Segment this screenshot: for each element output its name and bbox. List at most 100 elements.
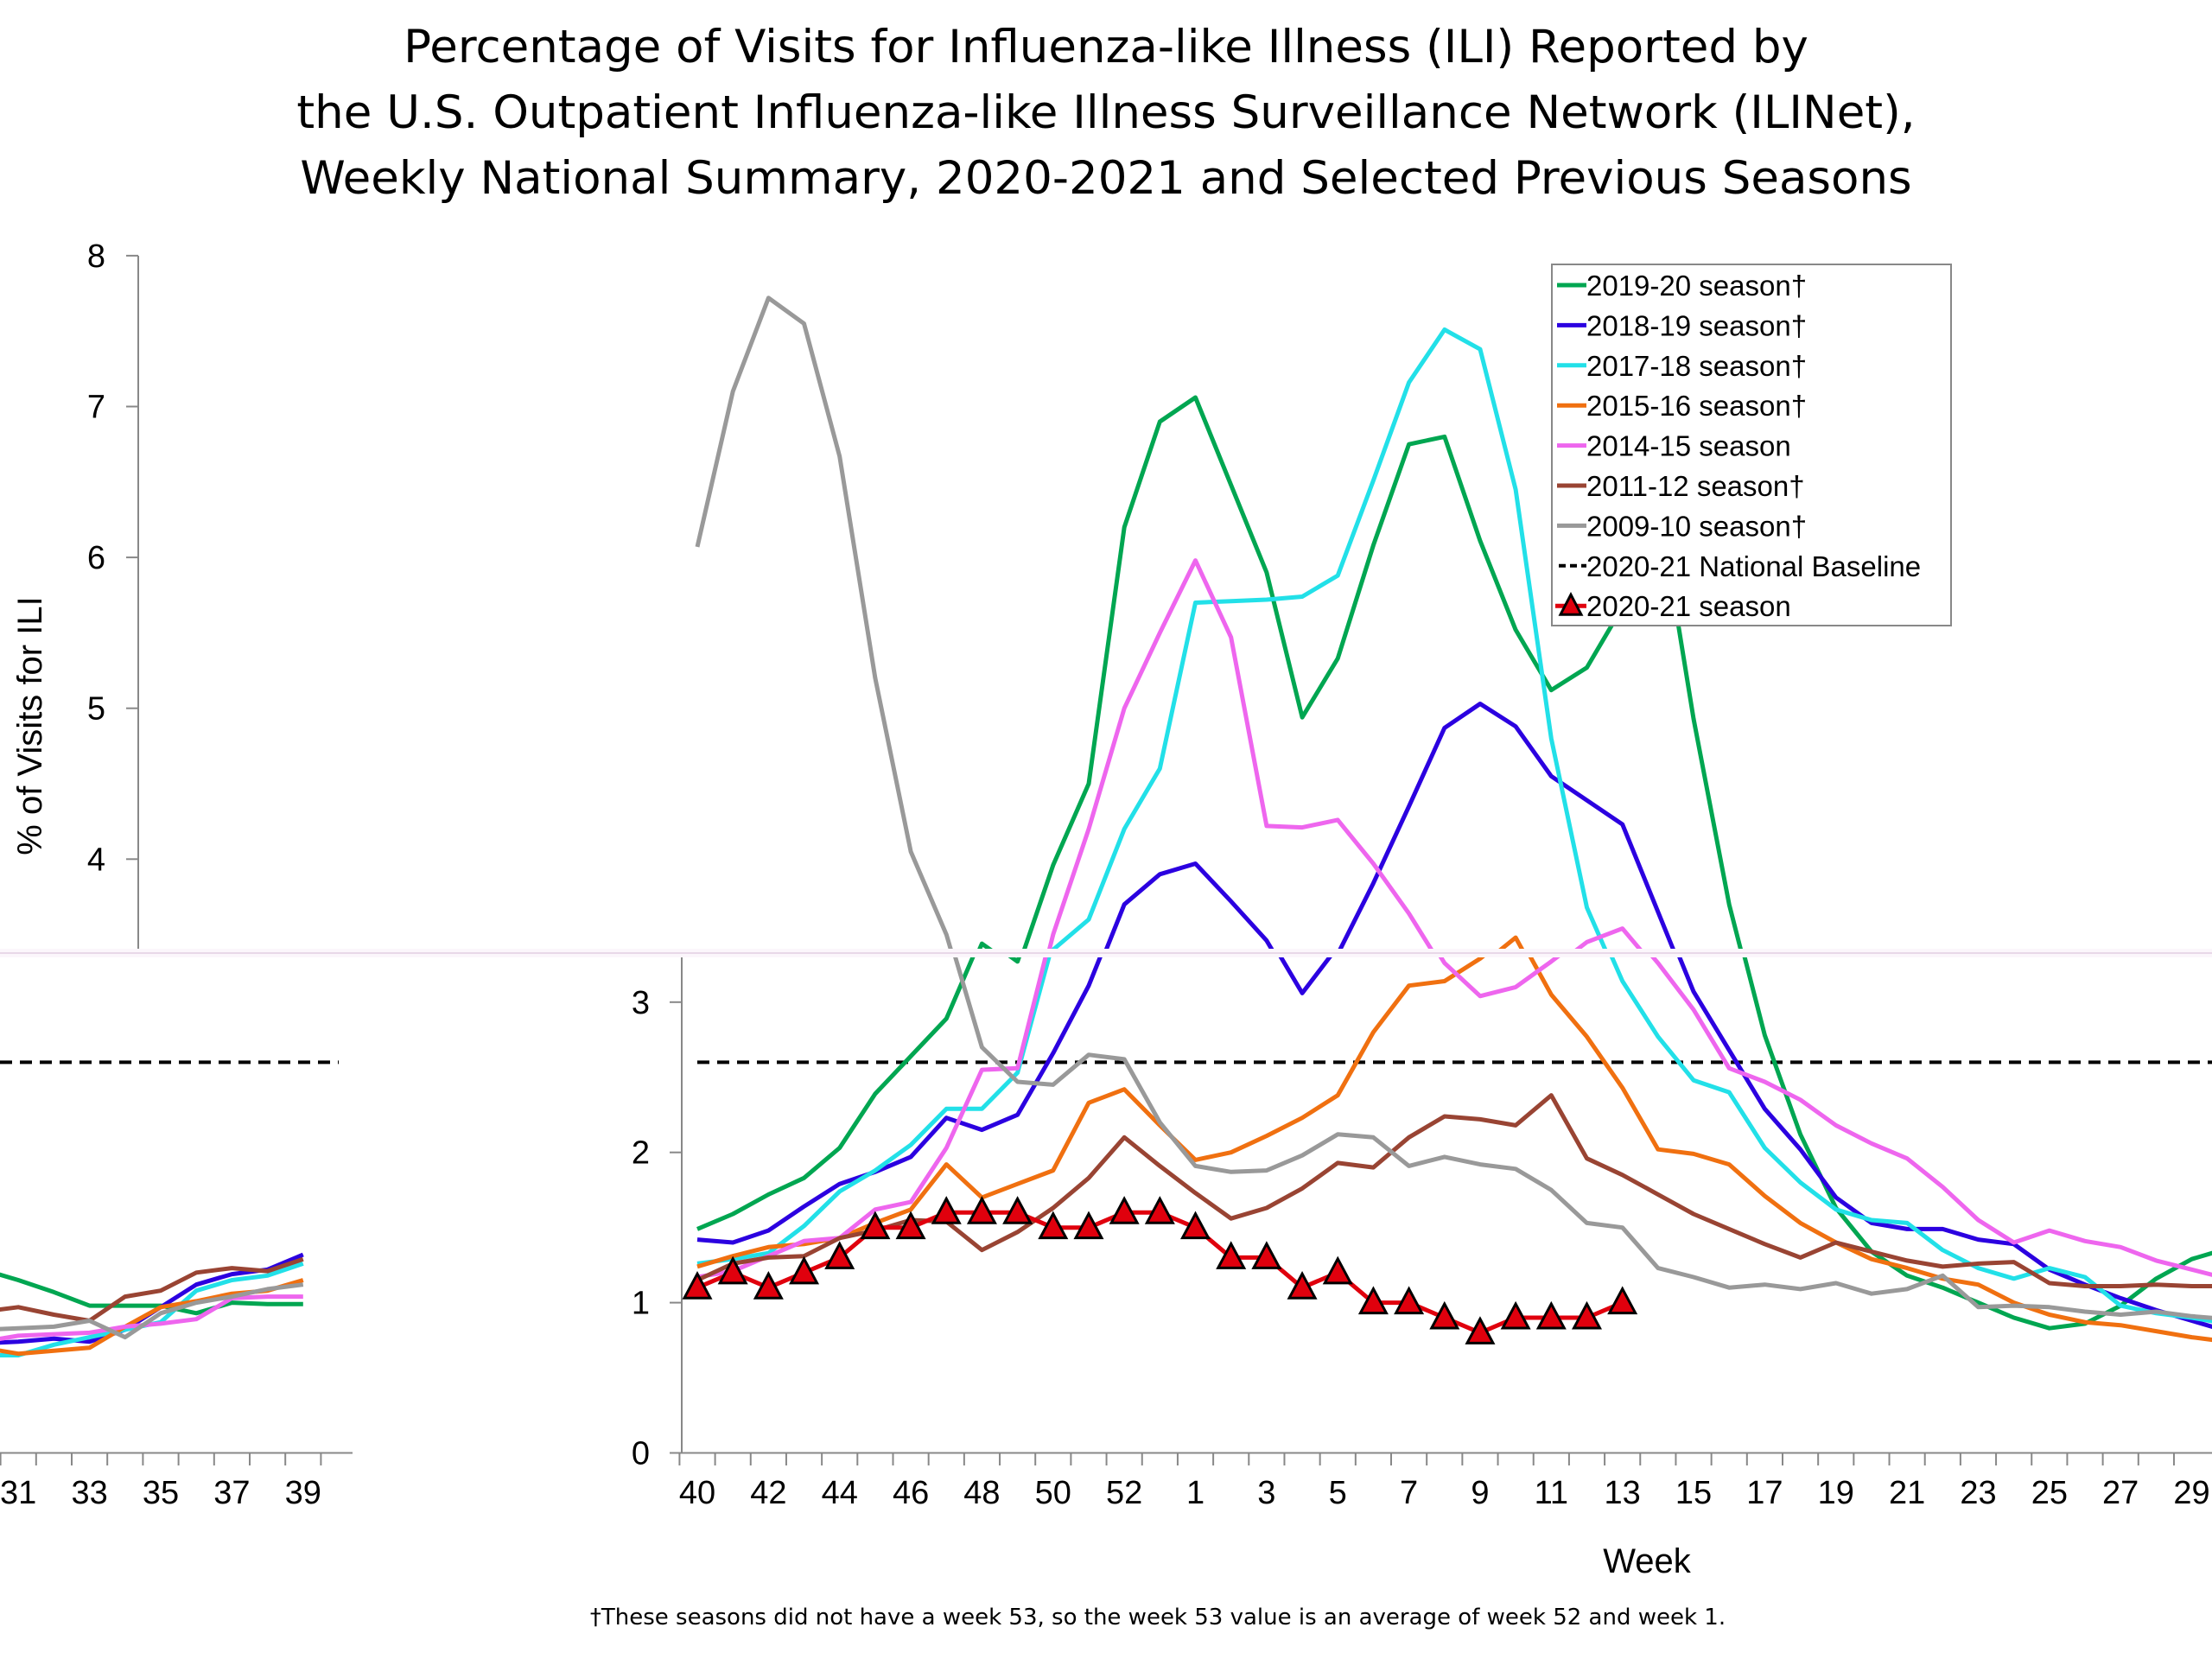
x-tick-label-7: 7 [1400, 1475, 1418, 1511]
x-tick-label-29: 29 [2173, 1475, 2209, 1511]
legend-label-2020-21-national-baseline: 2020-21 National Baseline [1586, 550, 1921, 582]
x-tick-label-46: 46 [893, 1475, 929, 1511]
left-series-2019-20-season-line [0, 1272, 303, 1316]
series-2019-20-season-line-upper [975, 395, 1745, 954]
point-2020-21-week-13 [1607, 1286, 1638, 1315]
series-2014-15-season-line-lower [696, 954, 2212, 1280]
main-panel: 40 42 44 46 48 50 52 1 3 5 7 9 11 13 15 17 19 21 23 25 27 29 [678, 296, 2212, 1511]
x-tick-label-52: 52 [1106, 1475, 1142, 1511]
x-axis-label: Week [1603, 1542, 1692, 1580]
point-2020-21-week-51 [1073, 1211, 1104, 1240]
point-2020-21-week-41 [717, 1255, 748, 1285]
title-line-3: Weekly National Summary, 2020-2021 and S… [300, 152, 1911, 205]
legend-label-2018-19-season: 2018-19 season† [1586, 309, 1807, 341]
x-tick-label-13: 13 [1605, 1475, 1641, 1511]
x-tick-label-3: 3 [1257, 1475, 1275, 1511]
legend-label-2009-10-season: 2009-10 season† [1586, 510, 1807, 542]
point-2020-21-week-50 [1038, 1211, 1069, 1240]
y-tick-label-lower-2: 2 [632, 1135, 650, 1172]
point-2020-21-week-11 [1535, 1300, 1567, 1330]
legend-label-2019-20-season: 2019-20 season† [1586, 270, 1807, 302]
y-tick-label-6: 6 [87, 540, 105, 576]
series-2020-21-season-line-lower [696, 1210, 1624, 1335]
point-2020-21-week-49 [1002, 1196, 1033, 1224]
y-tick-label-lower-3: 3 [632, 985, 650, 1021]
point-2020-21-week-42 [753, 1271, 784, 1300]
x-tick-label-21: 21 [1889, 1475, 1925, 1511]
series-2009-10-season-line-upper [695, 296, 955, 954]
x-tick-label-19: 19 [1818, 1475, 1854, 1511]
point-2020-21-week-3 [1251, 1241, 1282, 1269]
legend-item-2017-18-season: 2017-18 season† [1557, 350, 1807, 382]
series-2011-12-season-line-lower [696, 1093, 2212, 1288]
footnote: †These seasons did not have a week 53, s… [590, 1605, 1726, 1630]
point-2020-21-week-1 [1180, 1211, 1211, 1240]
render-glitch-band [0, 949, 2212, 957]
legend-swatch-2020-21-season [1558, 591, 1584, 616]
series-2018-19-season-line-lower [696, 954, 2212, 1329]
point-2020-21-week-47 [931, 1196, 962, 1224]
point-2020-21-week-2 [1216, 1241, 1247, 1269]
series-2009-10-season-line-lower [951, 954, 2212, 1320]
title-line-2: the U.S. Outpatient Influenza-like Illne… [296, 86, 1915, 139]
series-2015-16-season-line-lower [696, 954, 2212, 1343]
point-2020-21-week-45 [860, 1211, 891, 1240]
y-axis: 4 5 6 7 8 0 1 2 3 [87, 238, 683, 1472]
left-x-tick-label-33: 33 [71, 1475, 107, 1511]
point-2020-21-week-5 [1322, 1255, 1353, 1285]
point-2020-21-week-12 [1571, 1300, 1603, 1330]
y-axis-label: % of Visits for ILI [11, 596, 49, 855]
x-tick-label-27: 27 [2102, 1475, 2139, 1511]
point-2020-21-week-44 [824, 1241, 855, 1269]
y-tick-label-4: 4 [87, 842, 105, 878]
point-2020-21-week-4 [1287, 1271, 1318, 1300]
left-x-tick-label-37: 37 [213, 1475, 250, 1511]
series-2019-20-season-line-lower [696, 954, 2212, 1331]
point-2020-21-week-48 [966, 1196, 997, 1224]
y-tick-label-5: 5 [87, 691, 105, 728]
x-tick-label-1: 1 [1186, 1475, 1205, 1511]
x-tick-label-9: 9 [1471, 1475, 1489, 1511]
y-tick-label-7: 7 [87, 390, 105, 426]
point-2020-21-week-6 [1357, 1286, 1389, 1315]
point-2020-21-week-53 [1144, 1196, 1175, 1224]
y-tick-label-lower-0: 0 [632, 1436, 650, 1472]
x-tick-label-17: 17 [1746, 1475, 1783, 1511]
legend-item-2019-20-season: 2019-20 season† [1557, 270, 1807, 302]
series-2017-18-season-line-lower [696, 954, 2212, 1324]
left-x-tick-label-31: 31 [0, 1475, 36, 1511]
x-tick-label-44: 44 [822, 1475, 858, 1511]
legend-label-2011-12-season: 2011-12 season† [1586, 470, 1805, 502]
point-2020-21-week-9 [1465, 1316, 1496, 1344]
x-tick-label-50: 50 [1035, 1475, 1071, 1511]
legend-label-2014-15-season: 2014-15 season [1586, 430, 1791, 462]
x-tick-label-15: 15 [1675, 1475, 1712, 1511]
point-2020-21-week-40 [682, 1271, 713, 1300]
point-2020-21-week-8 [1429, 1300, 1460, 1330]
legend-label-2020-21-season: 2020-21 season [1586, 590, 1791, 622]
legend-item-2014-15-season: 2014-15 season [1557, 430, 1791, 462]
chart-title: Percentage of Visits for Influenza-like … [296, 21, 1915, 205]
legend-item-2018-19-season: 2018-19 season† [1557, 309, 1807, 341]
left-panel: 31 33 35 37 39 [0, 1060, 353, 1511]
x-tick-label-42: 42 [750, 1475, 786, 1511]
y-tick-label-8: 8 [87, 238, 105, 275]
x-tick-label-48: 48 [963, 1475, 1000, 1511]
legend-label-2015-16-season: 2015-16 season† [1586, 390, 1807, 422]
left-x-tick-label-35: 35 [143, 1475, 179, 1511]
legend-item-2020-21-season: 2020-21 season [1555, 590, 1791, 622]
left-series-2009-10-season-line [0, 1282, 304, 1340]
point-2020-21-week-10 [1500, 1300, 1531, 1330]
point-2020-21-week-52 [1109, 1196, 1140, 1224]
legend-item-2009-10-season: 2009-10 season† [1557, 510, 1807, 542]
point-2020-21-week-46 [895, 1211, 926, 1240]
x-tick-label-5: 5 [1329, 1475, 1347, 1511]
legend-item-2020-21-national-baseline: 2020-21 National Baseline [1559, 550, 1921, 582]
legend: 2019-20 season† 2018-19 season† 2017-18 se… [1551, 264, 1952, 626]
x-tick-label-11: 11 [1535, 1475, 1568, 1511]
legend-label-2017-18-season: 2017-18 season† [1586, 350, 1807, 382]
x-tick-label-25: 25 [2031, 1475, 2068, 1511]
legend-item-2011-12-season: 2011-12 season† [1557, 470, 1805, 502]
left-x-tick-label-39: 39 [285, 1475, 321, 1511]
